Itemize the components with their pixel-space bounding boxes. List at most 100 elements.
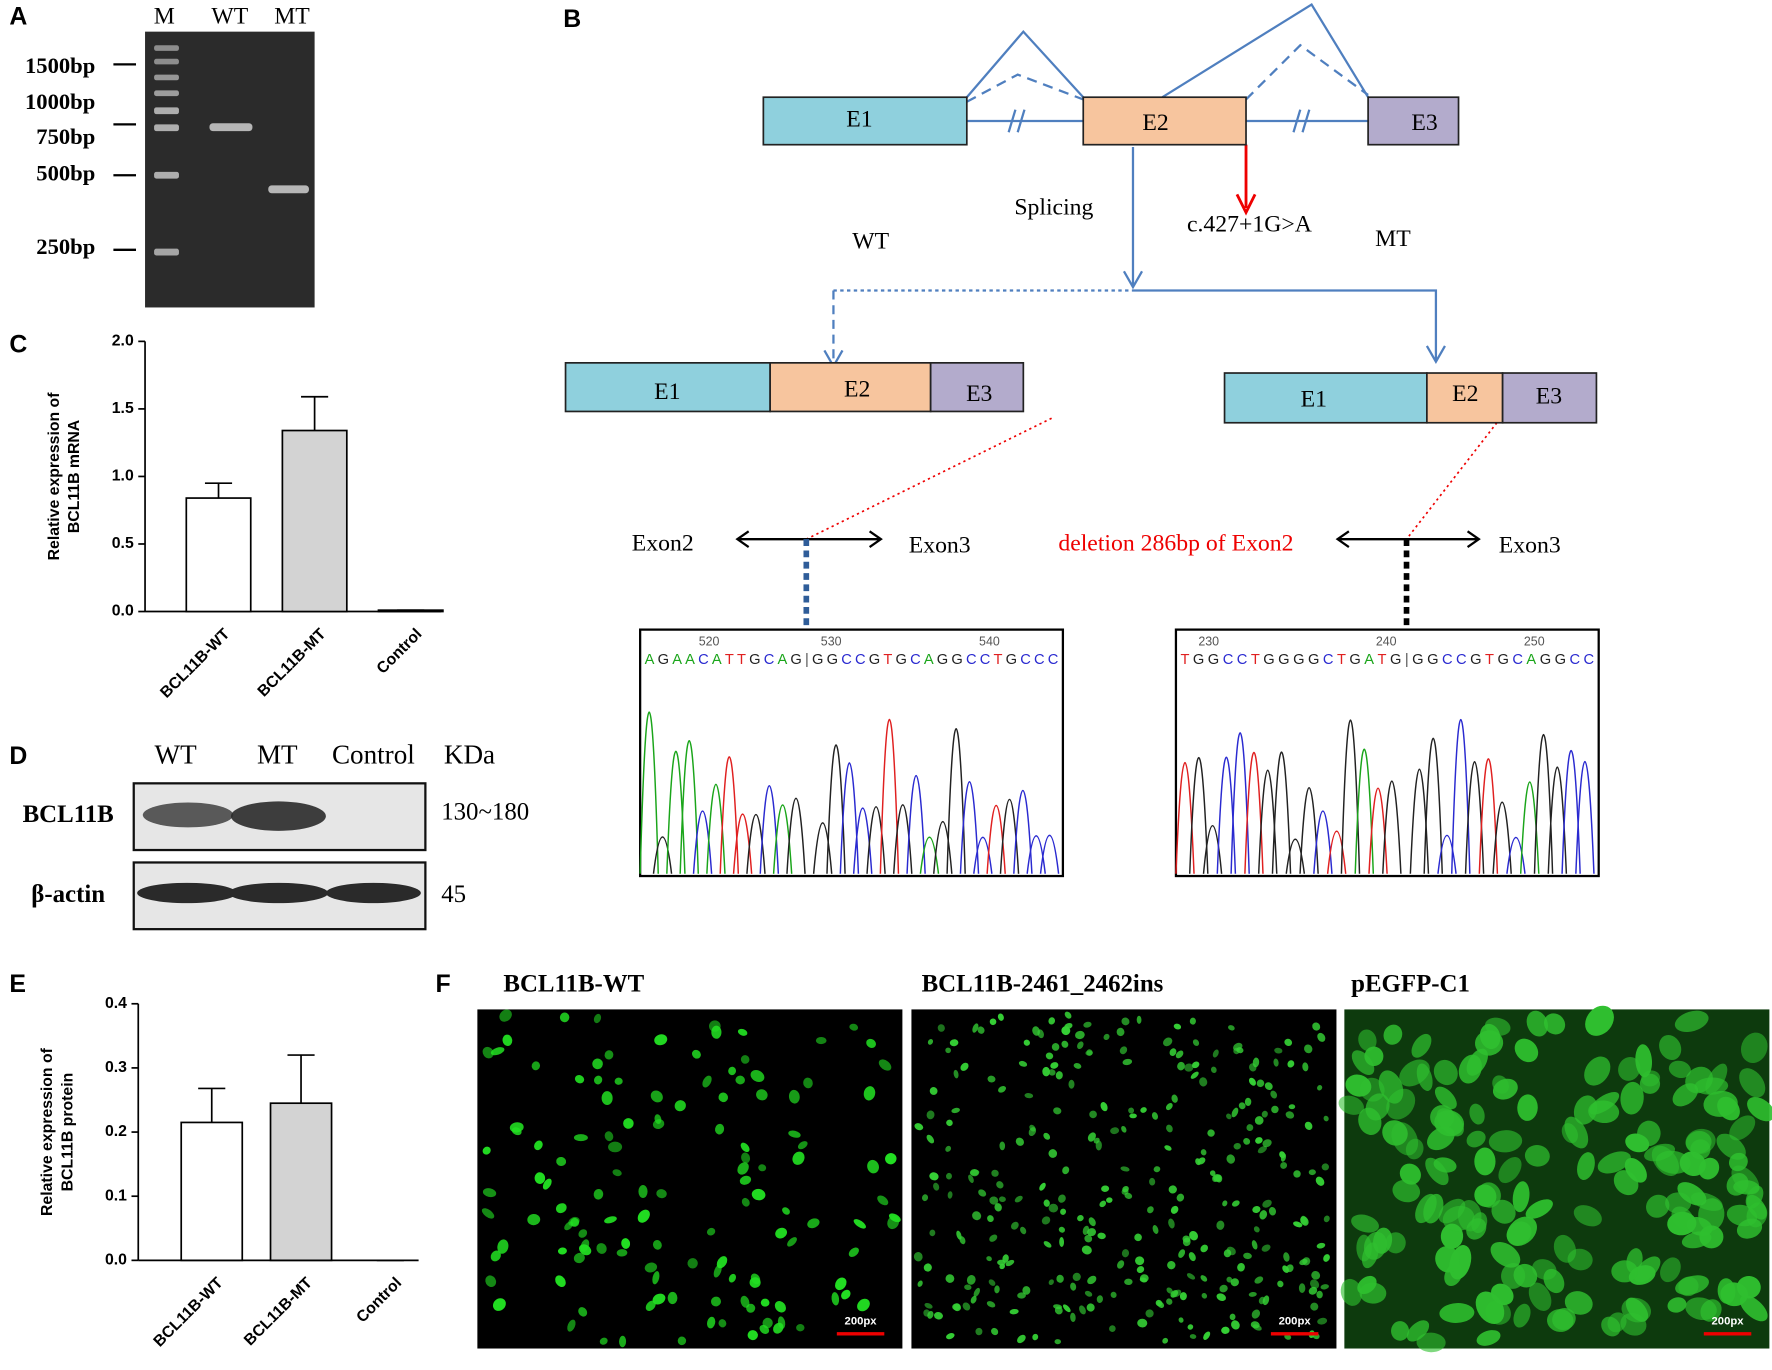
protein-label: BCL11B	[23, 801, 114, 828]
base-letter: C	[980, 652, 991, 668]
shape: WT MT Control KDa	[154, 740, 495, 770]
scale-label: 200px	[1279, 1315, 1312, 1327]
shape	[929, 361, 1025, 413]
trace-peak	[1575, 760, 1595, 874]
base-letter: C	[910, 652, 921, 668]
cell	[787, 1237, 797, 1247]
cell	[1121, 1249, 1130, 1258]
cell	[803, 1077, 813, 1089]
base-letter: T	[1180, 652, 1189, 668]
base-letter: T	[883, 652, 892, 668]
cell	[1625, 1297, 1649, 1322]
cell	[1252, 1206, 1261, 1214]
cell	[945, 1274, 955, 1283]
cell	[1358, 1029, 1377, 1052]
cell	[1248, 1291, 1257, 1297]
cell	[490, 1047, 505, 1056]
base-letter: T	[1337, 652, 1346, 668]
cell	[1101, 1185, 1110, 1192]
cell	[1646, 1194, 1670, 1218]
cell	[1543, 1268, 1565, 1294]
cell	[1163, 1037, 1173, 1047]
cell	[758, 1164, 767, 1172]
shape	[1122, 146, 1446, 364]
trace-peak	[946, 728, 966, 874]
cell	[857, 1298, 870, 1312]
cell	[1048, 1149, 1058, 1158]
cell	[1288, 1104, 1296, 1110]
cell	[1169, 1048, 1177, 1056]
cell	[556, 1156, 567, 1167]
cell	[1264, 1082, 1273, 1091]
panel-label: D	[9, 742, 27, 770]
cell	[926, 1134, 935, 1144]
cell	[1675, 1275, 1709, 1296]
cell	[594, 1075, 603, 1085]
cell	[1490, 1241, 1521, 1268]
marker-label: 250bp	[36, 234, 95, 259]
y-tick-label: 0.4	[105, 995, 127, 1012]
cell	[1584, 1056, 1611, 1086]
base-letter: A	[777, 652, 787, 668]
cell	[998, 1196, 1006, 1203]
trace-peak	[812, 822, 833, 874]
base-letter: T	[1378, 652, 1387, 668]
trace-peak	[879, 719, 900, 874]
cell	[1745, 1185, 1764, 1209]
cell	[1145, 1309, 1154, 1318]
cell	[1087, 1132, 1096, 1142]
trace-position: 530	[821, 634, 842, 648]
cell	[1082, 1225, 1090, 1235]
cell	[1287, 1060, 1295, 1068]
bar	[281, 429, 348, 613]
cell	[1184, 1063, 1194, 1072]
cell	[1017, 1334, 1026, 1344]
cell	[555, 1203, 567, 1214]
cell	[1064, 1011, 1072, 1019]
cell	[1308, 1169, 1316, 1176]
cell	[866, 1038, 876, 1048]
base-letter: C	[1442, 652, 1453, 668]
cell	[1231, 1200, 1240, 1207]
shape	[762, 96, 968, 146]
cell	[1230, 1278, 1239, 1287]
cell	[929, 1087, 938, 1095]
cell	[1059, 1237, 1065, 1247]
cell	[1747, 1097, 1772, 1122]
cell	[1739, 1068, 1766, 1098]
cell	[1567, 1248, 1593, 1271]
cell	[1117, 1260, 1125, 1269]
cell	[502, 1034, 513, 1046]
cell	[1137, 1318, 1148, 1328]
cell	[728, 1066, 737, 1076]
cell	[718, 1319, 727, 1328]
trace-peak	[1492, 801, 1512, 874]
cell	[1262, 1199, 1272, 1208]
cell	[1068, 1079, 1075, 1089]
chromatogram-frame	[639, 628, 1065, 878]
cell	[1573, 1205, 1602, 1227]
cell	[527, 1214, 541, 1226]
base-letter: A	[924, 652, 934, 668]
base-letter: C	[966, 652, 977, 668]
cell	[1187, 1324, 1194, 1330]
cell	[946, 1333, 955, 1340]
cell	[1477, 1182, 1501, 1208]
cell	[1139, 1277, 1148, 1283]
cell	[877, 1195, 889, 1206]
cell	[1060, 1208, 1067, 1215]
cell	[1005, 1259, 1015, 1267]
cell	[1186, 1273, 1196, 1280]
cell	[1668, 1060, 1691, 1079]
splicing-lines	[735, 2, 1502, 634]
cell	[937, 1024, 945, 1032]
cell	[1087, 1275, 1097, 1285]
marker-label: 500bp	[36, 160, 95, 185]
cell	[1088, 1217, 1096, 1227]
cell	[978, 1189, 987, 1197]
cell	[988, 1279, 996, 1286]
shape	[1501, 372, 1598, 424]
cell	[1054, 1306, 1063, 1315]
cell	[621, 1238, 631, 1249]
cell	[1192, 1039, 1200, 1046]
